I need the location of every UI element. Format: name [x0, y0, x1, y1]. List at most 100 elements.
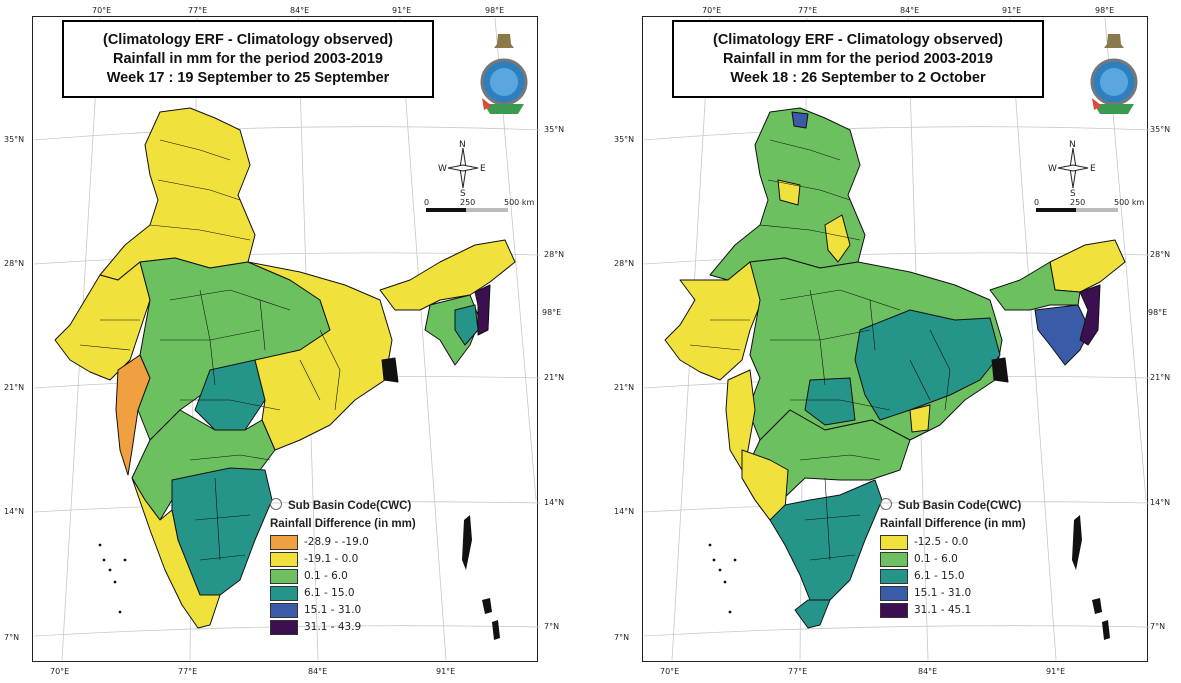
region-south-teal: [769, 479, 883, 601]
right-lat-label: 7°N: [1150, 622, 1166, 631]
legend-row: 0.1 - 6.0: [270, 568, 416, 584]
sub-basin-code-circle-icon: [270, 498, 282, 510]
compass-s: S: [1070, 189, 1076, 196]
legend-row: 31.1 - 43.9: [270, 619, 416, 635]
title-line: (Climatology ERF - Climatology observed): [102, 31, 394, 48]
scale-end: 500 km: [504, 198, 534, 207]
top-lon-label: 77°E: [798, 6, 818, 15]
bottom-lon-label: 70°E: [660, 667, 680, 676]
legend-items: -28.9 - -19.0 -19.1 - 0.0 0.1 - 6.0 6.1 - 1…: [270, 534, 416, 635]
legend-row: 6.1 - 15.0: [880, 568, 1026, 584]
right-lat-label: 14°N: [1150, 498, 1171, 507]
legend-swatch: [270, 585, 298, 601]
right-lat-label: 28°N: [1150, 250, 1171, 259]
right-lat-label: 98°E: [1148, 308, 1168, 317]
top-lon-label: 98°E: [1095, 6, 1115, 15]
right-lat-label: 98°E: [542, 308, 562, 317]
legend-sub-basin-label: Sub Basin Code(CWC): [898, 500, 1022, 512]
legend-sub-basin-label: Sub Basin Code(CWC): [288, 500, 412, 512]
right-lat-label: 21°N: [544, 373, 565, 382]
region-ganga-yellow: [824, 214, 851, 263]
legend-row: -19.1 - 0.0: [270, 551, 416, 567]
legend-swatch: [880, 534, 908, 550]
legend-label: -12.5 - 0.0: [914, 536, 969, 548]
top-lon-label: 84°E: [290, 6, 310, 15]
scale-bar: 0 250 500 km: [1034, 198, 1144, 212]
title-line: Rainfall in mm for the period 2003-2019: [723, 50, 993, 67]
left-lat-label: 14°N: [4, 507, 25, 516]
top-lon-label: 70°E: [702, 6, 722, 15]
bottom-lon-label: 70°E: [50, 667, 70, 676]
map-title: (Climatology ERF - Climatology observed)…: [62, 20, 434, 98]
title-line: Rainfall in mm for the period 2003-2019: [113, 50, 383, 67]
compass-n: N: [459, 140, 466, 150]
legend-swatch: [880, 602, 908, 618]
region-northeast-purple: [1079, 284, 1101, 346]
rainfall-map: [33, 17, 541, 661]
compass-e: E: [1090, 164, 1096, 174]
region-northeast-teal: [454, 304, 479, 346]
legend-label: 0.1 - 6.0: [304, 570, 348, 582]
right-lat-label: 35°N: [544, 125, 565, 134]
legend-label: 6.1 - 15.0: [304, 587, 355, 599]
region-northeast-blue: [1034, 304, 1091, 366]
legend-swatch: [270, 534, 298, 550]
sub-basin-code-circle-icon: [880, 498, 892, 510]
top-lon-label: 84°E: [900, 6, 920, 15]
region-northeast-green: [989, 261, 1081, 311]
imd-emblem-icon: [480, 34, 528, 114]
map-title: (Climatology ERF - Climatology observed)…: [672, 20, 1044, 98]
legend: Sub Basin Code(CWC) Rainfall Difference …: [880, 498, 1026, 618]
scale-end: 500 km: [1114, 198, 1144, 207]
region-northeast: [1049, 239, 1126, 293]
legend-swatch: [880, 568, 908, 584]
region-east-coast-yellow: [909, 404, 931, 433]
compass-rose-icon: N S E W: [1048, 140, 1096, 196]
region-south-west: [131, 477, 221, 629]
bottom-lon-label: 91°E: [436, 667, 456, 676]
right-lat-label: 7°N: [544, 622, 560, 631]
left-lat-label: 21°N: [614, 383, 635, 392]
legend-label: 0.1 - 6.0: [914, 553, 958, 565]
legend-swatch: [880, 551, 908, 567]
compass-rose-icon: N S E W: [438, 140, 486, 196]
compass-s: S: [460, 189, 466, 196]
legend-row: -12.5 - 0.0: [880, 534, 1026, 550]
region-north-yellow: [777, 179, 801, 206]
left-lat-label: 35°N: [614, 135, 635, 144]
region-south-tip: [794, 599, 831, 629]
right-lat-label: 14°N: [544, 498, 565, 507]
legend-row: 15.1 - 31.0: [270, 602, 416, 618]
bottom-lon-label: 84°E: [308, 667, 328, 676]
legend-swatch: [270, 568, 298, 584]
title-line: Week 18 : 26 September to 2 October: [730, 69, 986, 86]
bottom-lon-label: 77°E: [178, 667, 198, 676]
legend-swatch: [880, 585, 908, 601]
legend-row: 0.1 - 6.0: [880, 551, 1026, 567]
left-lat-label: 7°N: [4, 633, 20, 642]
legend-swatch: [270, 551, 298, 567]
region-east: [247, 261, 393, 451]
legend-row: 15.1 - 31.0: [880, 585, 1026, 601]
region-central-teal-2: [804, 377, 856, 426]
legend-swatch: [270, 602, 298, 618]
legend-items: -12.5 - 0.0 0.1 - 6.0 6.1 - 15.0 15.1 - 31.…: [880, 534, 1026, 618]
bottom-lon-label: 91°E: [1046, 667, 1066, 676]
compass-e: E: [480, 164, 486, 174]
region-north-blue: [791, 111, 809, 129]
compass-w: W: [438, 164, 447, 174]
scale-bar: 0 250 500 km: [424, 198, 534, 212]
top-lon-label: 98°E: [485, 6, 505, 15]
region-west: [664, 261, 763, 381]
top-lon-label: 77°E: [188, 6, 208, 15]
imd-emblem-icon: [1090, 34, 1138, 114]
left-lat-label: 28°N: [4, 259, 25, 268]
legend-label: 31.1 - 43.9: [304, 621, 362, 633]
legend-heading: Rainfall Difference (in mm): [270, 518, 416, 530]
compass-w: W: [1048, 164, 1057, 174]
legend-label: 15.1 - 31.0: [304, 604, 362, 616]
legend-swatch: [270, 619, 298, 635]
legend-label: -19.1 - 0.0: [304, 553, 359, 565]
top-lon-label: 91°E: [1002, 6, 1022, 15]
left-lat-label: 21°N: [4, 383, 25, 392]
